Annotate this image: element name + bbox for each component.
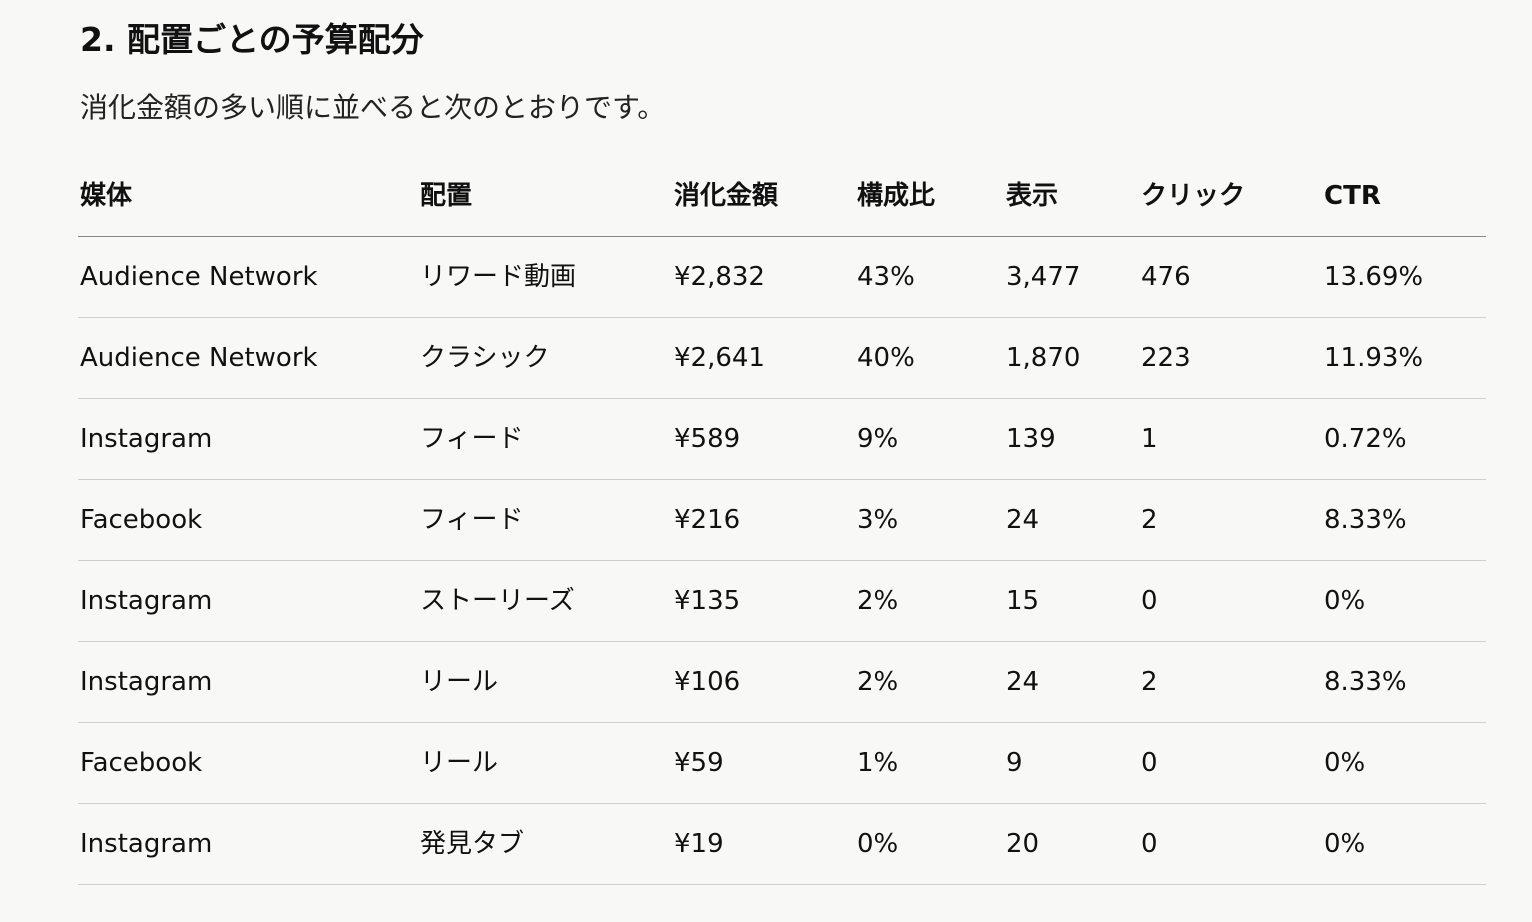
table-cell: Instagram [80,586,213,616]
table-cell: ストーリーズ [420,586,575,616]
table-cell: 8.33% [1324,667,1407,697]
table-cell: Instagram [80,424,213,454]
table-cell: Audience Network [80,343,318,373]
table-row: Facebook フィード ¥216 3% 24 2 8.33% [78,480,1486,561]
table-cell: ¥2,641 [674,343,765,373]
table-cell: 2% [857,586,899,616]
table-cell: リール [420,748,499,778]
header-cell: クリック [1141,181,1246,211]
header-cell: 消化金額 [674,181,779,211]
table-cell: フィード [420,505,524,535]
table-row: Instagram ストーリーズ ¥135 2% 15 0 0% [78,561,1486,642]
table-cell: Instagram [80,667,213,697]
table-cell: 2% [857,667,899,697]
header-cell: 構成比 [857,181,936,211]
table-cell: 24 [1006,667,1040,697]
table-row: Instagram 発見タブ ¥19 0% 20 0 0% [78,804,1486,885]
table-row: Instagram リール ¥106 2% 24 2 8.33% [78,642,1486,723]
table-cell: Instagram [80,829,213,859]
table-cell: 8.33% [1324,505,1407,535]
table-cell: フィード [420,424,524,454]
table-cell: ¥216 [674,505,741,535]
table-cell: 0 [1141,829,1158,859]
paragraph: 消化金額の多い順に並べると次のとおりです。 [80,91,666,124]
table-cell: クラシック [420,343,550,373]
table-cell: 発見タブ [420,829,525,859]
table-cell: ¥589 [674,424,741,454]
header-cell: 表示 [1006,181,1059,211]
table-cell: 40% [857,343,915,373]
header-cell: 配置 [420,181,473,211]
table-cell: 3% [857,505,899,535]
table-cell: 0 [1141,748,1158,778]
table-cell: 20 [1006,829,1040,859]
table-cell: ¥59 [674,748,724,778]
table-row: Audience Network リワード動画 ¥2,832 43% 3,477 476 1… [78,237,1486,318]
table-cell: 2 [1141,505,1158,535]
header-row: 媒体 配置 消化金額 構成比 表示 クリック CTR [78,156,1486,237]
table-cell: 9% [857,424,899,454]
table-cell: 0.72% [1324,424,1407,454]
table-cell: 13.69% [1324,262,1424,292]
table-cell: 2 [1141,667,1158,697]
table-cell: 0% [1324,586,1366,616]
table-cell: Facebook [80,505,203,535]
table-cell: 24 [1006,505,1040,535]
table-cell: 0% [857,829,899,859]
table-cell: 11.93% [1324,343,1424,373]
table-cell: 43% [857,262,915,292]
table-cell: 0 [1141,586,1158,616]
table-cell: ¥19 [674,829,724,859]
header-cell: 媒体 [80,181,133,211]
table-cell: Audience Network [80,262,318,292]
table-cell: 223 [1141,343,1191,373]
table-cell: 476 [1141,262,1191,292]
table-cell: 15 [1006,586,1040,616]
table-cell: リール [420,667,499,697]
table-cell: 1,870 [1006,343,1081,373]
table-cell: 0% [1324,829,1366,859]
table-cell: ¥106 [674,667,741,697]
table-cell: 9 [1006,748,1023,778]
table-cell: 1 [1141,424,1158,454]
table-cell: 1% [857,748,899,778]
table-row: Facebook リール ¥59 1% 9 0 0% [78,723,1486,804]
header-cell: CTR [1324,181,1381,211]
table-cell: 0% [1324,748,1366,778]
table-cell: 139 [1006,424,1056,454]
table-row: Audience Network クラシック ¥2,641 40% 1,870 223 11… [78,318,1486,399]
table-row: Instagram フィード ¥589 9% 139 1 0.72% [78,399,1486,480]
table-cell: リワード動画 [420,262,577,292]
table-cell: 3,477 [1006,262,1081,292]
heading: 2. 配置ごとの予算配分 [80,20,424,59]
table-cell: ¥135 [674,586,741,616]
table-cell: ¥2,832 [674,262,765,292]
table-cell: Facebook [80,748,203,778]
table: 媒体 配置 消化金額 構成比 表示 クリック CTR Audience Network リワード… [78,156,1486,885]
